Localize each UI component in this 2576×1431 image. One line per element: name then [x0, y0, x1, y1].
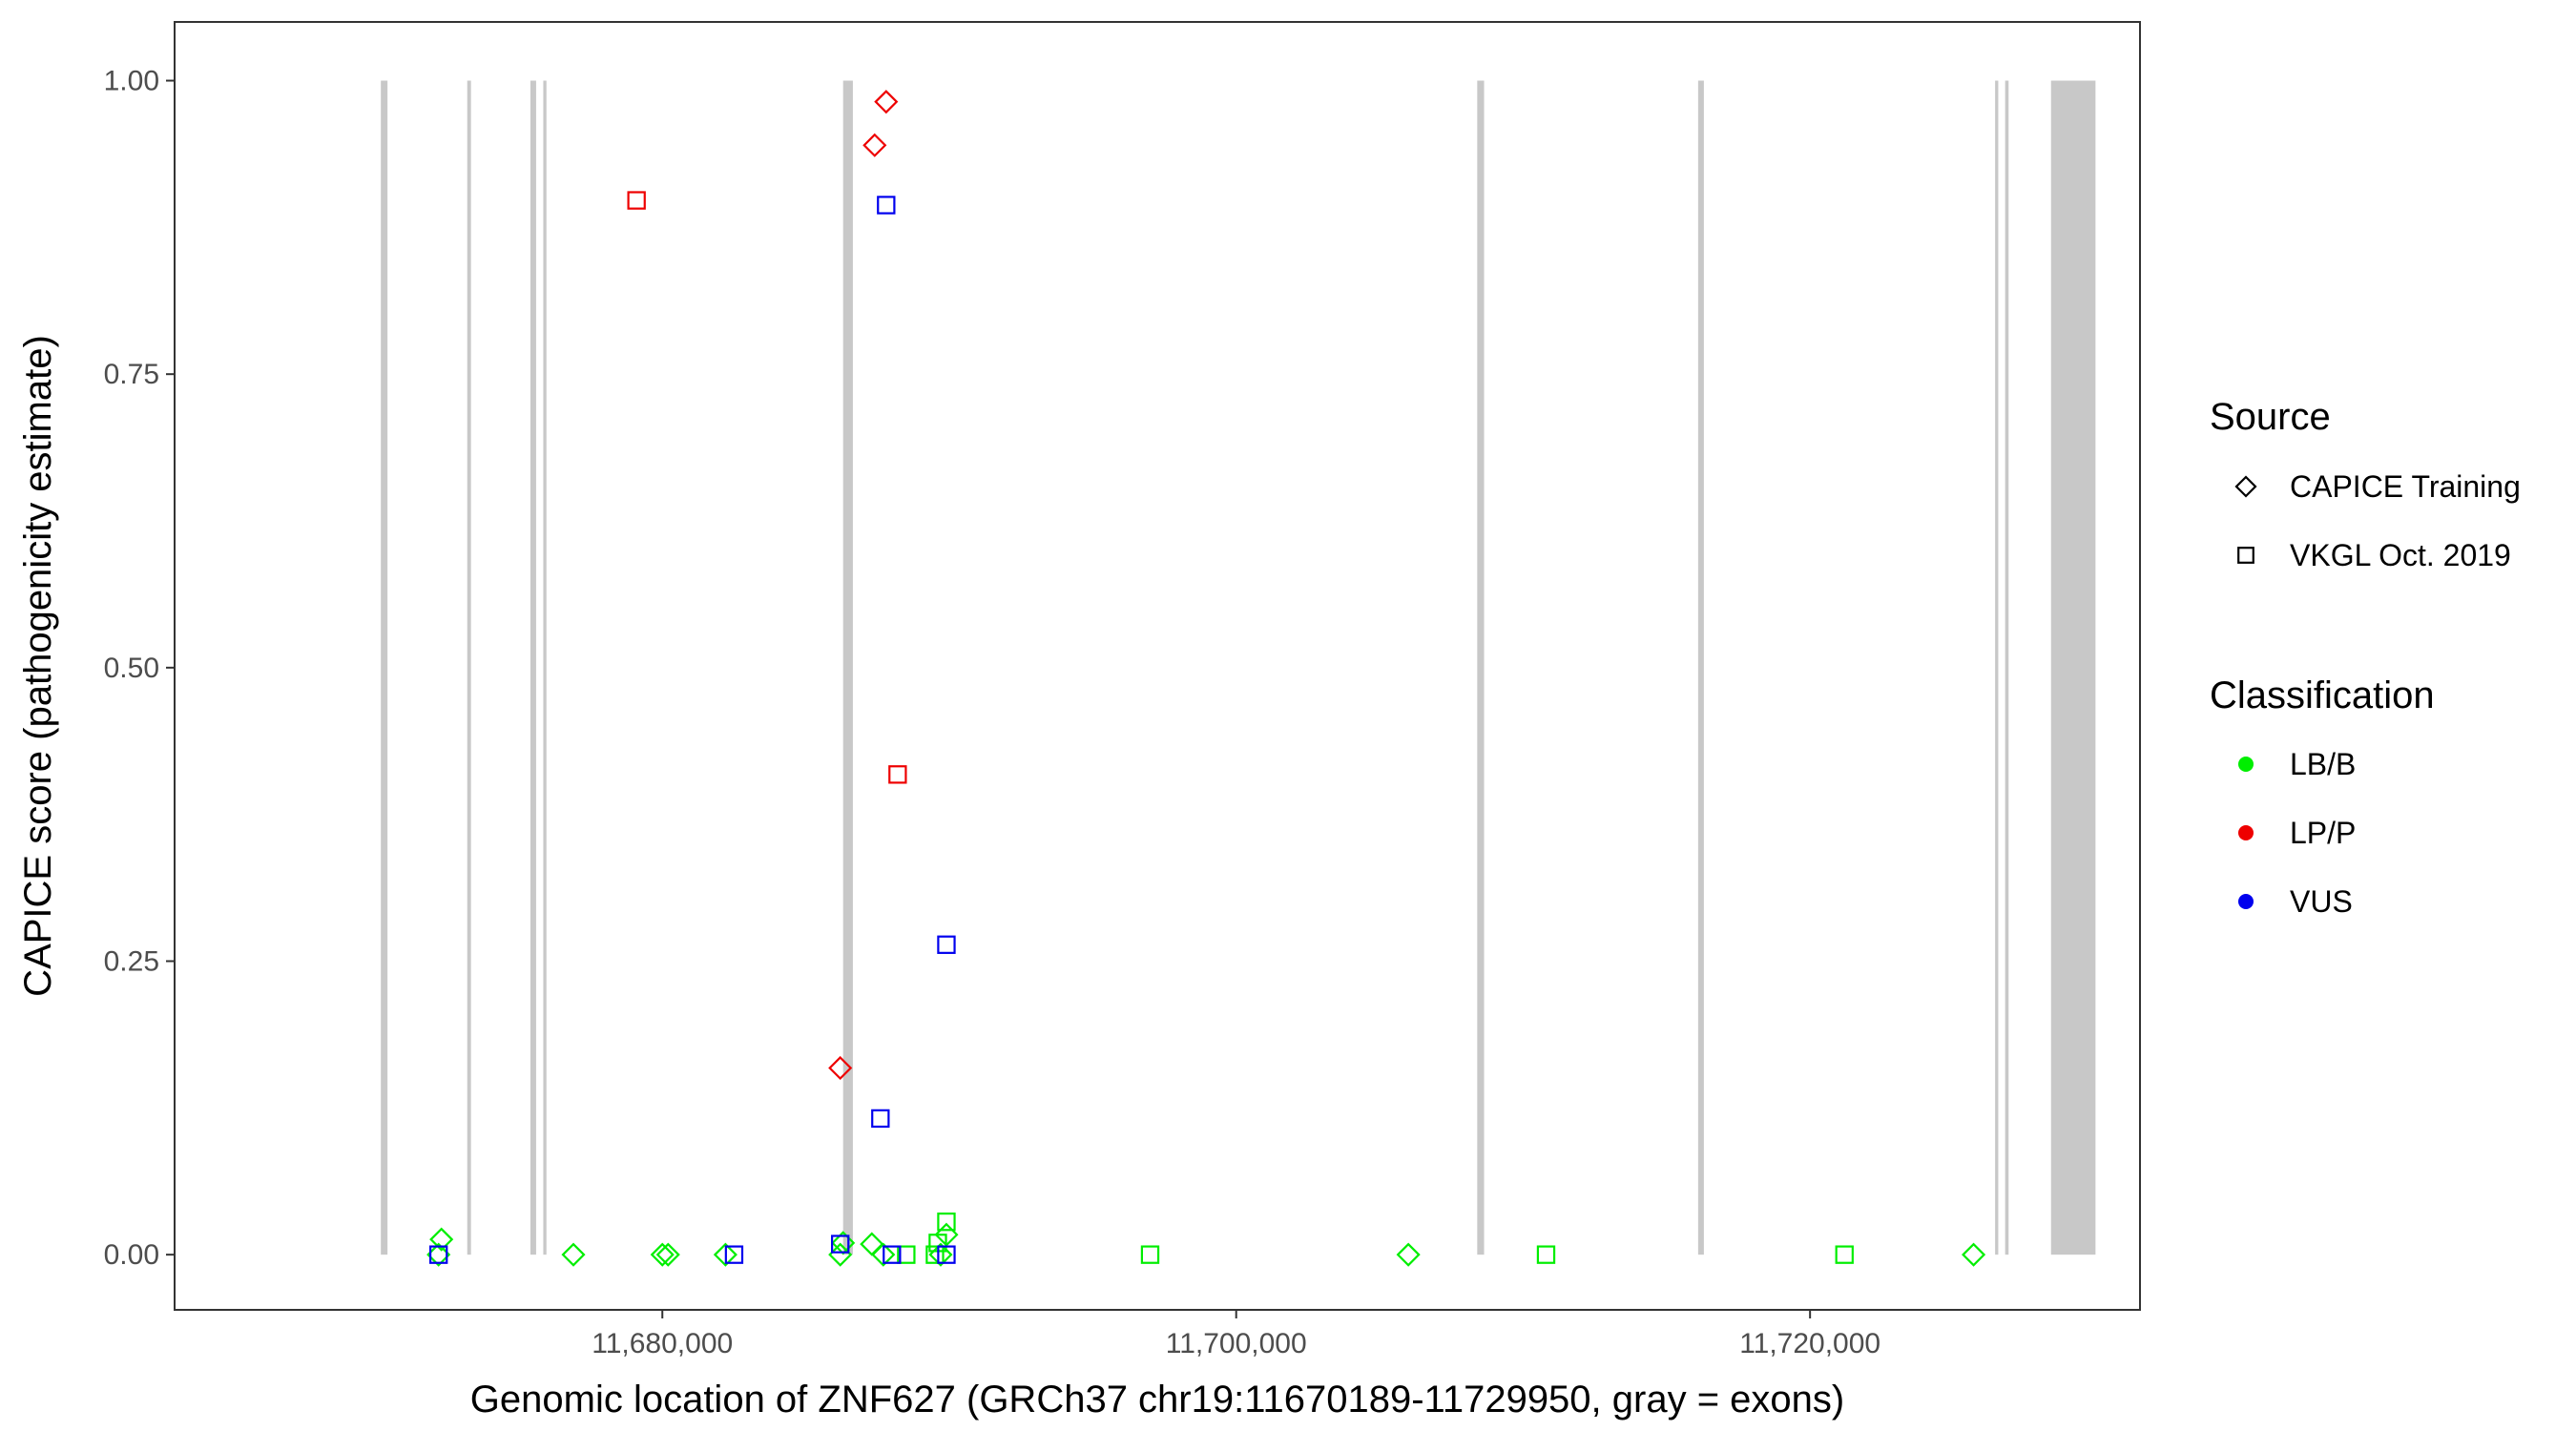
exon-band	[1477, 80, 1485, 1255]
data-point	[831, 1231, 856, 1255]
data-point	[831, 1234, 850, 1254]
data-point	[627, 191, 646, 210]
x-axis-title: Genomic location of ZNF627 (GRCh37 chr19…	[470, 1379, 1844, 1421]
data-point	[426, 1242, 451, 1267]
data-point	[713, 1242, 737, 1267]
data-point	[937, 1213, 956, 1232]
y-axis: 0.00 0.25 0.50 0.75 1.00	[104, 66, 175, 1271]
legend-key-dot	[2238, 825, 2254, 840]
exon-band	[2005, 80, 2009, 1255]
data-point	[897, 1245, 916, 1264]
legend-title-source: Source	[2210, 396, 2331, 438]
data-point	[1140, 1245, 1160, 1264]
exon-band	[2050, 80, 2096, 1255]
data-point	[429, 1227, 454, 1252]
exon-band	[467, 80, 471, 1255]
data-point	[561, 1242, 586, 1267]
data-point	[428, 1245, 448, 1264]
data-point	[883, 1245, 902, 1264]
x-axis: 11,680,000 11,700,000 11,720,000	[592, 1310, 1880, 1359]
legend-label: LB/B	[2290, 747, 2356, 781]
legend-source-items: CAPICE Training VKGL Oct. 2019	[2234, 469, 2521, 572]
legend-key-diamond	[2234, 475, 2257, 498]
y-tick-label: 0.00	[104, 1239, 159, 1271]
legend-label: VUS	[2290, 884, 2353, 919]
data-points	[426, 90, 1986, 1267]
exon-band	[842, 80, 853, 1255]
data-point	[724, 1245, 744, 1264]
data-point	[937, 935, 956, 954]
y-tick-label: 0.25	[104, 946, 159, 978]
legend-label: VKGL Oct. 2019	[2290, 538, 2511, 572]
legend: Source CAPICE Training VKGL Oct. 2019 Cla…	[2210, 396, 2521, 919]
exon-band	[1995, 80, 1999, 1255]
data-point	[1536, 1245, 1556, 1264]
data-point	[655, 1242, 680, 1267]
data-point	[862, 133, 887, 157]
data-point	[828, 1242, 853, 1267]
data-point	[1396, 1242, 1421, 1267]
data-point	[925, 1245, 945, 1264]
data-point	[650, 1242, 675, 1267]
data-point	[871, 1109, 890, 1129]
y-tick-label: 1.00	[104, 66, 159, 97]
legend-title-classification: Classification	[2210, 674, 2435, 716]
exon-band	[543, 80, 547, 1255]
exon-band	[1697, 80, 1704, 1255]
y-axis-title: CAPICE score (pathogenicity estimate)	[17, 335, 59, 997]
exon-band	[530, 80, 536, 1255]
x-tick-label: 11,700,000	[1166, 1328, 1307, 1359]
y-tick-label: 0.50	[104, 653, 159, 684]
x-tick-label: 11,680,000	[592, 1328, 733, 1359]
data-point	[877, 196, 896, 215]
plot-panel-border	[174, 21, 2141, 1311]
x-tick-label: 11,720,000	[1739, 1328, 1880, 1359]
legend-label: CAPICE Training	[2290, 469, 2521, 504]
legend-classification-items: LB/B LP/P VUS	[2238, 747, 2356, 919]
exon-band	[381, 80, 388, 1255]
data-point	[1835, 1245, 1854, 1264]
data-point	[888, 765, 907, 784]
legend-label: LP/P	[2290, 816, 2356, 850]
data-point	[1962, 1242, 1986, 1267]
legend-key-square	[2237, 547, 2254, 564]
data-point	[860, 1232, 884, 1256]
legend-key-dot	[2238, 757, 2254, 772]
data-point	[871, 1242, 896, 1267]
data-point	[874, 90, 899, 114]
data-point	[937, 1245, 956, 1264]
y-tick-label: 0.75	[104, 359, 159, 390]
legend-key-dot	[2238, 894, 2254, 909]
data-point	[828, 1055, 853, 1081]
exon-bands	[381, 80, 2096, 1255]
